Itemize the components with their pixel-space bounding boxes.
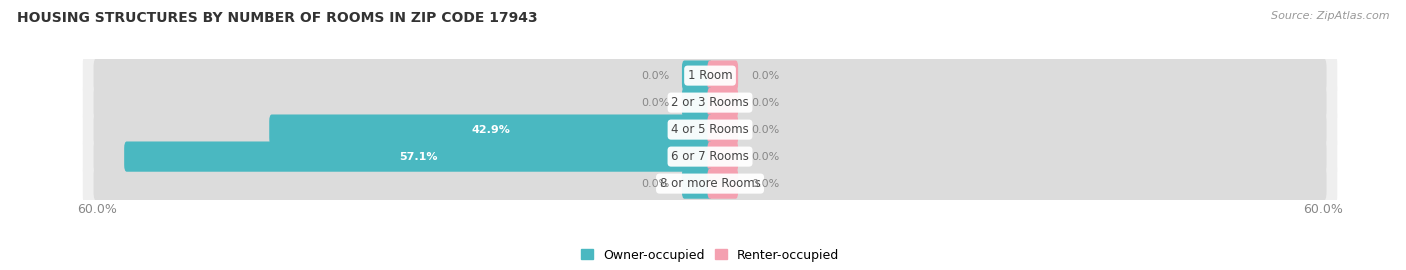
FancyBboxPatch shape <box>83 134 1337 179</box>
Text: 4 or 5 Rooms: 4 or 5 Rooms <box>671 123 749 136</box>
Text: 2 or 3 Rooms: 2 or 3 Rooms <box>671 96 749 109</box>
FancyBboxPatch shape <box>94 58 1326 93</box>
FancyBboxPatch shape <box>707 141 738 172</box>
Text: 0.0%: 0.0% <box>641 178 669 189</box>
FancyBboxPatch shape <box>682 87 713 118</box>
FancyBboxPatch shape <box>94 85 1326 120</box>
Text: 1 Room: 1 Room <box>688 69 733 82</box>
FancyBboxPatch shape <box>269 114 713 145</box>
FancyBboxPatch shape <box>707 60 738 91</box>
FancyBboxPatch shape <box>682 168 713 199</box>
FancyBboxPatch shape <box>83 80 1337 125</box>
Legend: Owner-occupied, Renter-occupied: Owner-occupied, Renter-occupied <box>575 244 845 266</box>
FancyBboxPatch shape <box>124 141 713 172</box>
FancyBboxPatch shape <box>83 161 1337 206</box>
Text: 0.0%: 0.0% <box>751 124 779 135</box>
Text: 8 or more Rooms: 8 or more Rooms <box>659 177 761 190</box>
Text: 42.9%: 42.9% <box>471 124 510 135</box>
Text: 0.0%: 0.0% <box>751 151 779 162</box>
FancyBboxPatch shape <box>83 107 1337 152</box>
Text: 6 or 7 Rooms: 6 or 7 Rooms <box>671 150 749 163</box>
Text: Source: ZipAtlas.com: Source: ZipAtlas.com <box>1271 11 1389 21</box>
Text: 0.0%: 0.0% <box>751 178 779 189</box>
Text: 57.1%: 57.1% <box>399 151 437 162</box>
FancyBboxPatch shape <box>707 114 738 145</box>
FancyBboxPatch shape <box>707 87 738 118</box>
FancyBboxPatch shape <box>707 168 738 199</box>
Text: HOUSING STRUCTURES BY NUMBER OF ROOMS IN ZIP CODE 17943: HOUSING STRUCTURES BY NUMBER OF ROOMS IN… <box>17 11 537 25</box>
Text: 0.0%: 0.0% <box>641 70 669 81</box>
Text: 0.0%: 0.0% <box>751 70 779 81</box>
FancyBboxPatch shape <box>94 139 1326 174</box>
Text: 0.0%: 0.0% <box>751 97 779 108</box>
FancyBboxPatch shape <box>94 112 1326 147</box>
FancyBboxPatch shape <box>83 53 1337 98</box>
FancyBboxPatch shape <box>94 166 1326 201</box>
FancyBboxPatch shape <box>682 60 713 91</box>
Text: 0.0%: 0.0% <box>641 97 669 108</box>
